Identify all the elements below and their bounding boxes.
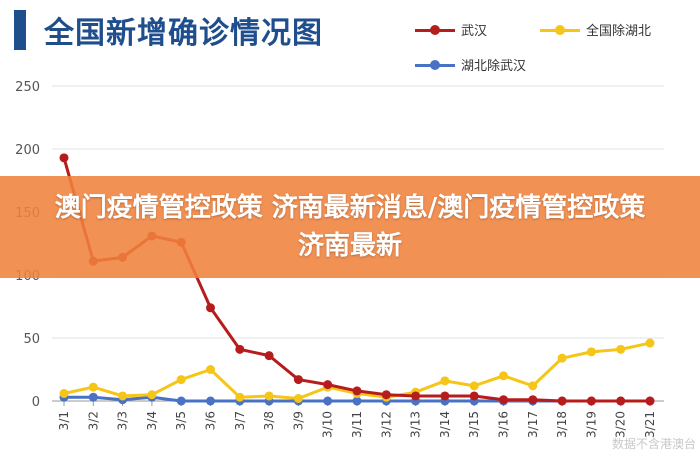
x-tick-label-5: 3/6	[204, 411, 218, 430]
x-tick-label-9: 3/10	[321, 411, 335, 438]
series-0-point-5	[206, 303, 215, 313]
series-1-point-16	[528, 381, 538, 391]
series-1-point-14	[469, 381, 479, 391]
series-0-point-15	[499, 395, 508, 405]
series-0-point-14	[469, 391, 479, 401]
y-tick-label-200: 200	[15, 143, 40, 158]
series-1-point-20	[645, 338, 655, 348]
y-tick-label-250: 250	[15, 80, 40, 95]
x-tick-label-2: 3/3	[116, 411, 130, 430]
series-0-point-20	[645, 396, 655, 406]
series-1-point-13	[440, 376, 450, 386]
series-1-point-19	[616, 344, 626, 354]
series-0-point-9	[323, 380, 333, 390]
series-1-point-15	[499, 371, 508, 381]
series-0-point-16	[528, 395, 538, 405]
x-tick-label-14: 3/15	[467, 411, 481, 438]
x-tick-label-4: 3/5	[174, 411, 188, 430]
series-0-point-0	[59, 153, 69, 163]
x-tick-label-7: 3/8	[262, 411, 276, 430]
legend-item-wuhan: 武汉	[415, 20, 487, 39]
series-0-point-12	[411, 391, 421, 401]
series-1-point-0	[59, 388, 69, 398]
series-1-point-7	[264, 391, 274, 401]
series-1-point-5	[206, 365, 215, 374]
x-tick-label-6: 3/7	[233, 411, 247, 430]
x-tick-label-15: 3/16	[497, 411, 511, 438]
legend-swatch-national-ex-hubei	[540, 24, 580, 35]
x-tick-label-18: 3/19	[584, 411, 598, 438]
chart-title: 全国新增确诊情况图	[44, 16, 323, 51]
series-0-point-10	[352, 386, 362, 396]
series-2-point-5	[206, 396, 215, 406]
source-watermark: 数据不含港澳台	[611, 437, 696, 451]
series-1-point-2	[118, 391, 128, 401]
legend-item-national-ex-hubei: 全国除湖北	[540, 20, 651, 39]
series-2-point-10	[352, 396, 362, 406]
series-2-point-1	[88, 392, 98, 402]
legend-item-hubei-ex-wuhan: 湖北除武汉	[415, 55, 526, 74]
series-1-point-4	[176, 375, 186, 385]
series-0-point-6	[235, 344, 245, 354]
series-0-point-11	[381, 390, 391, 400]
x-tick-label-3: 3/4	[145, 411, 159, 430]
series-1-point-17	[557, 353, 567, 363]
legend-dot-hubei-ex-wuhan	[430, 59, 440, 70]
y-tick-label-0: 0	[32, 395, 40, 410]
legend-swatch-hubei-ex-wuhan	[415, 59, 455, 70]
series-1-point-18	[586, 347, 596, 357]
y-tick-label-50: 50	[23, 332, 40, 347]
series-0-point-18	[586, 396, 596, 406]
series-1-point-6	[235, 392, 245, 402]
series-0-point-7	[264, 351, 274, 361]
series-0-point-13	[440, 391, 450, 401]
x-tick-label-20: 3/21	[643, 411, 657, 438]
legend-swatch-wuhan	[415, 24, 455, 35]
x-tick-label-13: 3/14	[438, 411, 452, 438]
series-2-point-4	[176, 396, 186, 406]
legend-label-hubei-ex-wuhan: 湖北除武汉	[461, 59, 527, 74]
legend-dot-national-ex-hubei	[555, 24, 565, 35]
series-1-point-3	[147, 390, 157, 400]
series-1-point-8	[293, 393, 303, 403]
x-tick-label-16: 3/17	[526, 411, 540, 438]
legend-label-national-ex-hubei: 全国除湖北	[586, 24, 652, 39]
series-2-point-9	[323, 396, 333, 406]
headline-text: 澳门疫情管控政策 济南最新消息/澳门疫情管控政策 济南最新	[54, 193, 646, 261]
x-tick-label-11: 3/12	[379, 411, 393, 438]
x-tick-label-12: 3/13	[409, 411, 423, 438]
headline-banner: 澳门疫情管控政策 济南最新消息/澳门疫情管控政策 济南最新	[0, 176, 700, 278]
x-tick-label-0: 3/1	[57, 411, 71, 430]
x-tick-label-17: 3/18	[555, 411, 569, 438]
x-tick-label-19: 3/20	[614, 411, 628, 438]
series-0-point-17	[557, 396, 567, 406]
legend-dot-wuhan	[430, 24, 440, 35]
legend-label-wuhan: 武汉	[461, 24, 488, 39]
series-1-point-1	[88, 382, 98, 392]
series-0-point-8	[293, 375, 303, 385]
series-0-point-19	[616, 396, 626, 406]
x-tick-label-10: 3/11	[350, 411, 364, 438]
title-accent-bar	[14, 10, 26, 50]
x-tick-label-8: 3/9	[291, 411, 305, 430]
x-tick-label-1: 3/2	[86, 411, 100, 430]
